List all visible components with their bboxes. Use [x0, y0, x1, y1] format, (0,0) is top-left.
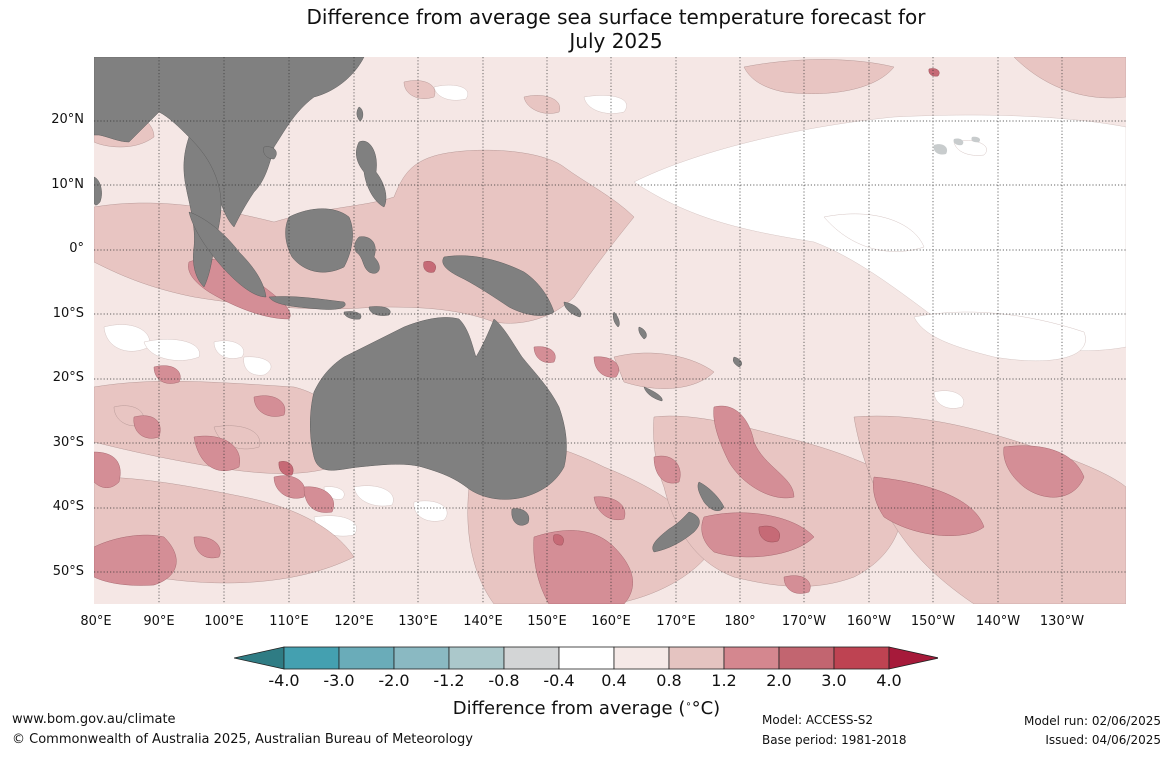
- footer-base-period: Base period: 1981-2018: [762, 733, 907, 747]
- colorbar-bin: [503, 646, 560, 670]
- lat-label-40s: 40°S: [52, 499, 84, 514]
- colorbar-bin: [393, 646, 450, 670]
- colorbar-bin: [723, 646, 780, 670]
- lon-label-160e: 160°E: [591, 614, 631, 629]
- colorbar-title-unit: °C): [691, 698, 721, 719]
- lat-label-10n: 10°N: [51, 177, 84, 192]
- footer-copyright: © Commonwealth of Australia 2025, Austra…: [12, 732, 473, 747]
- lon-label-120e: 120°E: [334, 614, 374, 629]
- colorbar-tick-label: -3.0: [323, 671, 355, 690]
- colorbar-bin: [778, 646, 835, 670]
- map-canvas: [94, 57, 1126, 604]
- lon-label-160w: 160°W: [846, 614, 892, 629]
- degree-sup: ∘: [685, 699, 692, 710]
- graticule: [94, 57, 1126, 604]
- lon-label-110e: 110°E: [269, 614, 309, 629]
- lon-label-140e: 140°E: [463, 614, 503, 629]
- colorbar-bin: [833, 646, 890, 670]
- colorbar-tick-label: -0.4: [543, 671, 575, 690]
- chart-title: Difference from average sea surface temp…: [0, 5, 1173, 53]
- footer-issued: Issued: 04/06/2025: [1045, 733, 1161, 747]
- lat-label-20n: 20°N: [51, 112, 84, 127]
- colorbar-bin: [613, 646, 670, 670]
- colorbar-title: Difference from average (∘°C): [0, 698, 1173, 719]
- colorbar-tick-label: 3.0: [821, 671, 847, 690]
- lon-label-100e: 100°E: [204, 614, 244, 629]
- footer-url: www.bom.gov.au/climate: [12, 712, 176, 727]
- colorbar-title-text: Difference from average (: [452, 698, 686, 719]
- colorbar-bin: [283, 646, 340, 670]
- land-masses: [94, 57, 742, 553]
- colorbar-tick-label: 1.2: [711, 671, 737, 690]
- title-line-2: July 2025: [569, 29, 663, 53]
- lon-label-130e: 130°E: [398, 614, 438, 629]
- colorbar-extend-high: [888, 646, 940, 670]
- lon-label-150e: 150°E: [527, 614, 567, 629]
- lon-label-170w: 170°W: [781, 614, 827, 629]
- colorbar-tick-label: 2.0: [766, 671, 792, 690]
- colorbar-bin: [558, 646, 615, 670]
- colorbar-tick-label: 4.0: [876, 671, 902, 690]
- lat-label-50s: 50°S: [52, 564, 84, 579]
- lon-label-150w: 150°W: [910, 614, 956, 629]
- lon-label-140w: 140°W: [975, 614, 1021, 629]
- colorbar-tick-label: -4.0: [268, 671, 300, 690]
- colorbar-tick-label: 0.8: [656, 671, 682, 690]
- warm-anomaly-2-0: [278, 68, 940, 546]
- colorbar-extend-low: [233, 646, 285, 670]
- lon-label-130w: 130°W: [1039, 614, 1085, 629]
- colorbar-bin: [448, 646, 505, 670]
- lat-label-20s: 20°S: [52, 370, 84, 385]
- lon-label-90e: 90°E: [143, 614, 175, 629]
- colorbar-bin: [338, 646, 395, 670]
- footer-model: Model: ACCESS-S2: [762, 713, 874, 727]
- lat-label-30s: 30°S: [52, 435, 84, 450]
- warm-anomaly-1-2: [94, 258, 1085, 604]
- colorbar-svg: [233, 646, 940, 670]
- footer-model-run: Model run: 02/06/2025: [1023, 714, 1161, 728]
- lon-label-180: 180°: [724, 614, 756, 629]
- colorbar-bin: [668, 646, 725, 670]
- title-line-1: Difference from average sea surface temp…: [306, 5, 926, 29]
- colorbar-tick-label: 0.4: [601, 671, 627, 690]
- lon-label-170e: 170°E: [656, 614, 696, 629]
- sst-anomaly-map: [94, 57, 1126, 604]
- colorbar-tick-label: -2.0: [378, 671, 410, 690]
- lat-label-10s: 10°S: [52, 306, 84, 321]
- colorbar-tick-label: -1.2: [433, 671, 465, 690]
- lon-label-80e: 80°E: [80, 614, 112, 629]
- lat-label-0: 0°: [69, 241, 84, 256]
- colorbar: [233, 646, 940, 670]
- hawaii-islands: [933, 136, 981, 155]
- colorbar-tick-label: -0.8: [488, 671, 520, 690]
